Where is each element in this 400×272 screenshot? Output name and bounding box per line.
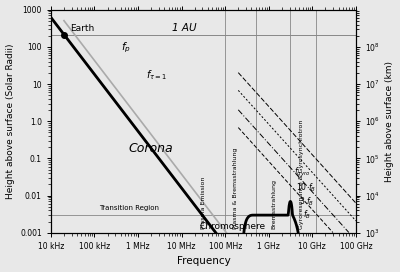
Text: $f_{gyro}$: $f_{gyro}$ xyxy=(294,166,310,179)
Text: Bremsstrahlung: Bremsstrahlung xyxy=(271,179,276,229)
Text: Corona: Corona xyxy=(129,143,174,156)
Y-axis label: Height above surface (km): Height above surface (km) xyxy=(386,61,394,182)
Text: $f_p$: $f_p$ xyxy=(121,41,131,55)
Text: $f_{\tau=1}$: $f_{\tau=1}$ xyxy=(146,68,167,82)
Text: Gyroresonance & Gyrosynchrotron: Gyroresonance & Gyrosynchrotron xyxy=(298,119,304,229)
Text: 10 $f_B$: 10 $f_B$ xyxy=(296,182,316,194)
Text: Earth: Earth xyxy=(70,24,95,33)
Text: 1 AU: 1 AU xyxy=(172,23,196,33)
Text: Plasma & Bremsstrahlung: Plasma & Bremsstrahlung xyxy=(233,147,238,229)
Y-axis label: Height above surface (Solar Radii): Height above surface (Solar Radii) xyxy=(6,44,14,199)
Text: Chromosphere: Chromosphere xyxy=(200,222,266,231)
Text: Plasma Emission: Plasma Emission xyxy=(201,176,206,229)
Text: 3 $f_B$: 3 $f_B$ xyxy=(299,195,314,208)
Text: Transition Region: Transition Region xyxy=(100,205,160,211)
X-axis label: Frequency: Frequency xyxy=(176,256,230,267)
Text: $f_B$: $f_B$ xyxy=(303,209,311,221)
